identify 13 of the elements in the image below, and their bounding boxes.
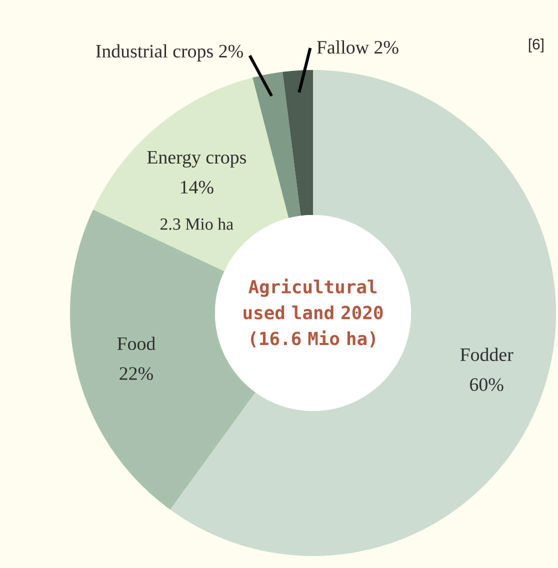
text: 2.3 Mio ha — [160, 218, 234, 230]
slice-label: Fallow — [316, 40, 369, 54]
data-label: 22% — [120, 367, 153, 380]
slice-label: Fodder — [460, 348, 514, 362]
slice-label: Industrial crops — [96, 44, 213, 62]
slice-label: Energy crops — [147, 151, 246, 168]
data-label: 60% — [470, 378, 504, 392]
text: [6] — [528, 38, 544, 52]
text: Agricultural used land 2020 (16.6 Mio ha) — [244, 278, 383, 348]
data-label: 14% — [180, 180, 214, 194]
data-label: 2% — [374, 40, 398, 54]
slice-label: Food — [117, 336, 156, 350]
data-label: 2% — [219, 44, 243, 58]
